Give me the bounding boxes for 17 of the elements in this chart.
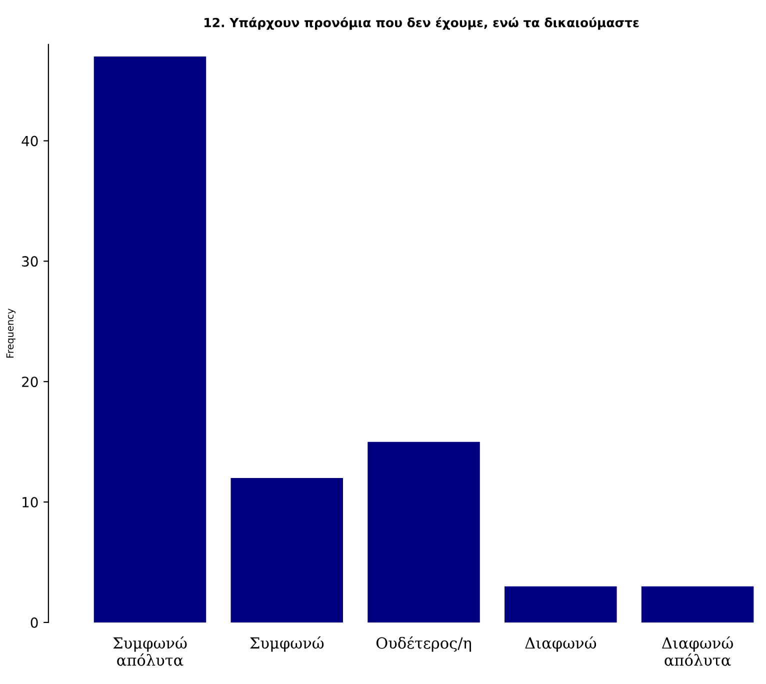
y-axis-title: Frequency <box>6 308 16 358</box>
y-tick-label: 0 <box>30 617 38 628</box>
chart-title: 12. Υπάρχουν προνόμια που δεν έχουμε, ενώ τα δικαιούμαστε <box>204 17 639 30</box>
bar <box>504 586 617 622</box>
bar <box>641 586 754 622</box>
x-tick-label: Διαφωνώ απόλυτα <box>662 636 733 666</box>
y-tick-label: 30 <box>22 256 38 267</box>
x-tick-label: Συμφωνώ απόλυτα <box>113 636 187 666</box>
y-tick-label: 40 <box>22 136 38 146</box>
bar <box>230 478 343 622</box>
x-tick-label: Συμφωνώ <box>250 636 324 652</box>
y-tick-label: 20 <box>22 376 38 388</box>
y-tick-label: 10 <box>22 496 38 508</box>
bar <box>94 56 206 622</box>
x-tick-label: Διαφωνώ <box>525 636 596 652</box>
bar <box>368 442 480 622</box>
x-tick-label: Ουδέτερος/η <box>376 636 471 652</box>
